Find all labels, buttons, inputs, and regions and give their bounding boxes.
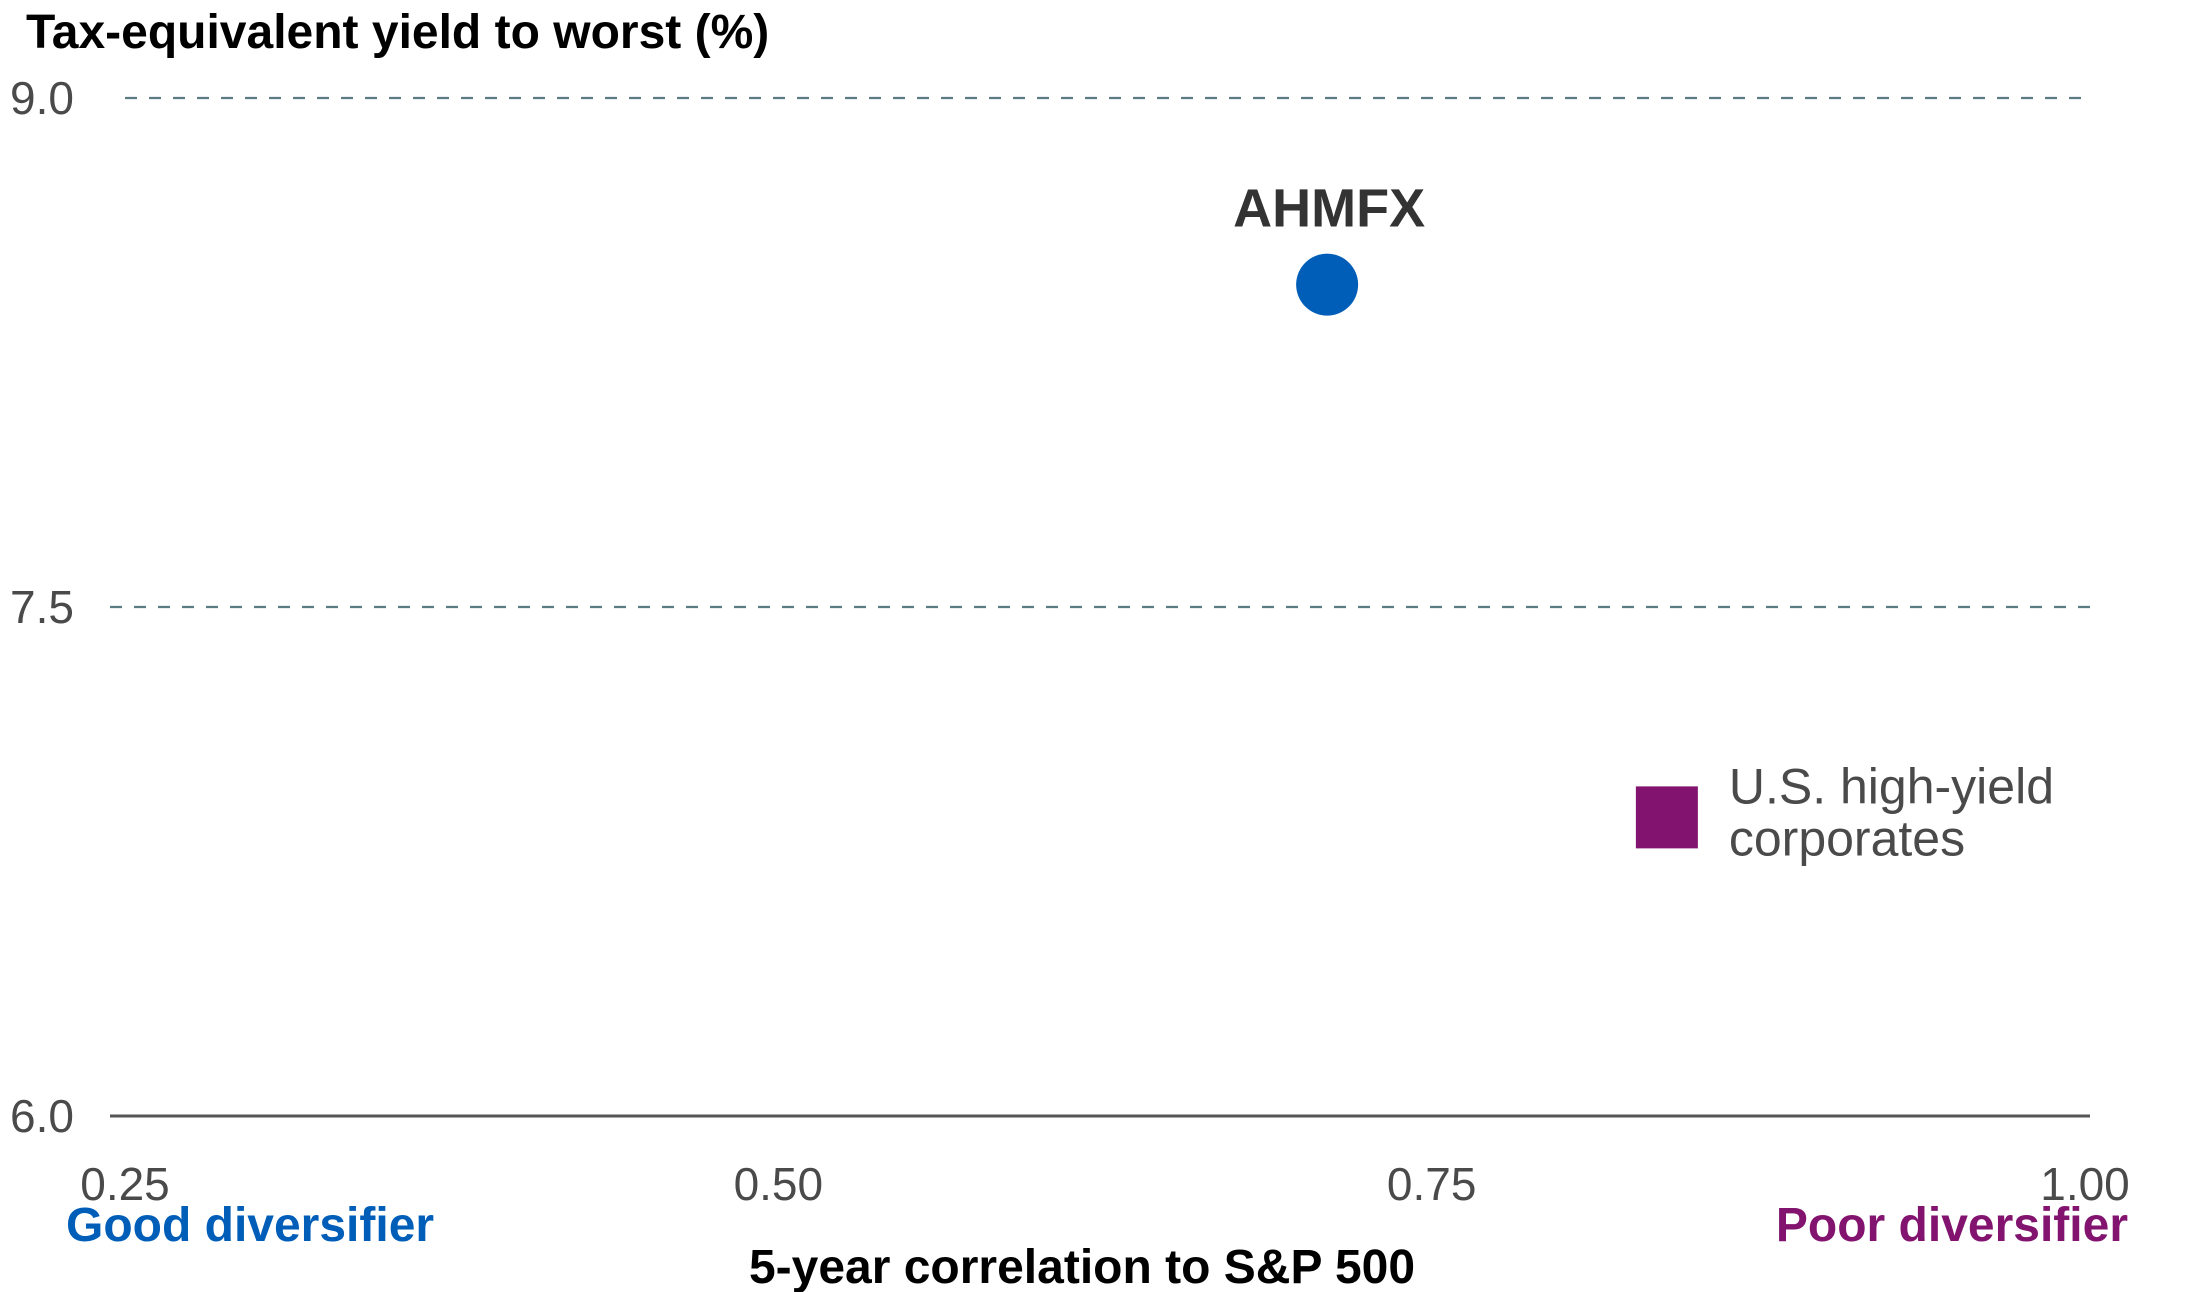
good-diversifier-label: Good diversifier [66, 1199, 434, 1252]
x-tick-label: 1.00 [2040, 1158, 2130, 1210]
y-tick-label: 9.0 [10, 72, 74, 124]
y-axis-ticks: 9.0 7.5 6.0 [10, 72, 74, 1142]
gridlines [110, 96, 2090, 1118]
y-axis-title: Tax-equivalent yield to worst (%) [26, 6, 769, 59]
ahmfx-point [1296, 253, 1359, 316]
x-tick-label: 0.25 [80, 1158, 170, 1210]
y-tick-label: 7.5 [10, 581, 74, 633]
high-yield-label: U.S. high-yield corporates [1729, 758, 2054, 866]
high-yield-point [1635, 786, 1698, 849]
x-tick-label: 0.50 [734, 1158, 824, 1210]
data-points: AHMFX U.S. high-yield corporates [1233, 179, 2054, 867]
y-tick-label: 6.0 [10, 1090, 74, 1142]
x-tick-label: 0.75 [1387, 1158, 1477, 1210]
poor-diversifier-label: Poor diversifier [1776, 1199, 2128, 1252]
ahmfx-label: AHMFX [1233, 179, 1425, 239]
x-axis-title: 5-year correlation to S&P 500 [749, 1241, 1415, 1292]
x-axis-ticks: 0.25 0.50 0.75 1.00 [80, 1158, 2130, 1210]
